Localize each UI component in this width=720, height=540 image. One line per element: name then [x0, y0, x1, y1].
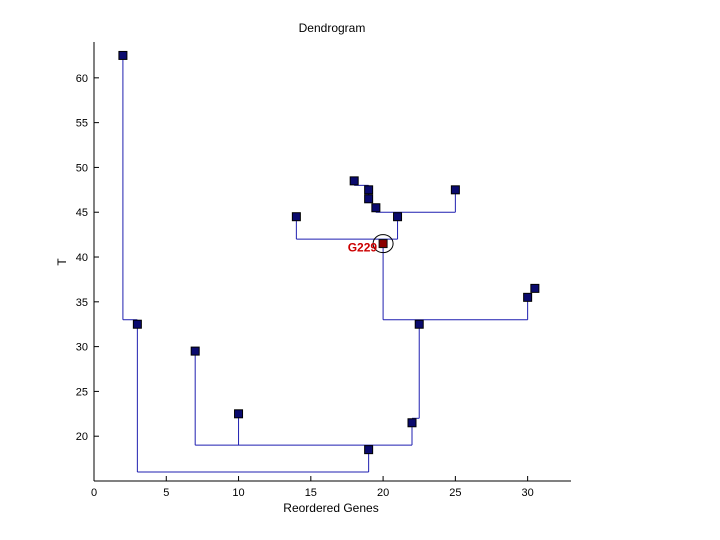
dendrogram-node	[234, 409, 244, 419]
y-tick-label: 55	[76, 118, 88, 130]
dendrogram-node	[450, 185, 460, 195]
x-tick-label: 15	[305, 487, 317, 499]
x-tick-label: 30	[522, 487, 534, 499]
dendrogram-node	[530, 283, 540, 293]
dendrogram-node	[364, 194, 374, 204]
dendrogram-node	[371, 203, 381, 213]
highlighted-node	[378, 239, 388, 249]
y-tick-label: 50	[76, 162, 88, 174]
plot-area: 0 5 10 15 20 25 30 20 25 30 35 40 45 50 55 60 G229	[76, 42, 571, 499]
dendrogram-node	[118, 50, 128, 60]
y-tick-label: 45	[76, 207, 88, 219]
dendrogram-node	[407, 418, 417, 428]
y-tick-label: 25	[76, 386, 88, 398]
x-tick-label: 0	[91, 487, 97, 499]
x-tick-label: 25	[449, 487, 461, 499]
y-axis-title: T	[55, 258, 69, 266]
x-tick-label: 5	[163, 487, 169, 499]
y-tick-label: 60	[76, 73, 88, 85]
y-tick-label: 35	[76, 297, 88, 309]
y-tick-label: 20	[76, 431, 88, 443]
x-tick-label: 10	[232, 487, 244, 499]
dendrogram-node	[393, 212, 403, 222]
dendrogram-node	[414, 319, 424, 329]
dendrogram-node	[364, 445, 374, 455]
y-tick-label: 40	[76, 252, 88, 264]
x-axis-title: Reordered Genes	[283, 501, 378, 515]
chart-title: Dendrogram	[299, 21, 366, 35]
dendrogram-node	[132, 319, 142, 329]
dendrogram-node	[190, 346, 200, 356]
dendrogram-node	[523, 292, 533, 302]
highlight-circle	[372, 234, 394, 254]
y-tick-label: 30	[76, 342, 88, 354]
x-tick-label: 20	[377, 487, 389, 499]
dendrogram-node	[291, 212, 301, 222]
dendrogram-node	[364, 185, 374, 195]
dendrogram-node	[349, 176, 359, 186]
highlighted-node-label: G229	[348, 241, 378, 255]
